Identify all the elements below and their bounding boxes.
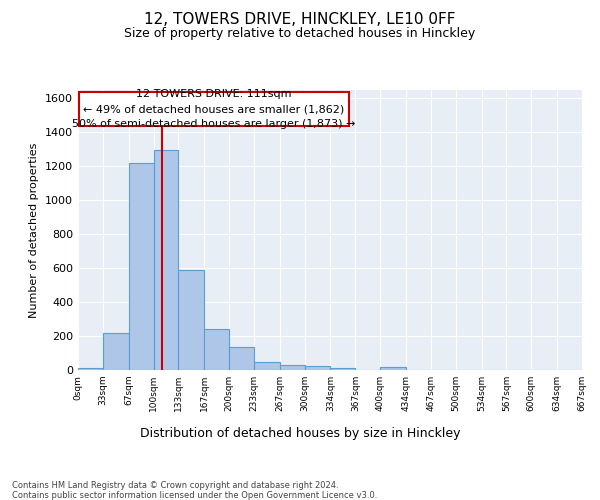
- Bar: [103, 332, 128, 370]
- Text: Size of property relative to detached houses in Hinckley: Size of property relative to detached ho…: [124, 28, 476, 40]
- Text: Distribution of detached houses by size in Hinckley: Distribution of detached houses by size …: [140, 428, 460, 440]
- Text: 12 TOWERS DRIVE: 111sqm
← 49% of detached houses are smaller (1,862)
50% of semi: 12 TOWERS DRIVE: 111sqm ← 49% of detache…: [72, 90, 355, 129]
- Bar: [280, 365, 305, 370]
- Bar: [305, 366, 331, 370]
- Bar: [204, 330, 229, 370]
- Bar: [254, 362, 280, 370]
- Text: 12, TOWERS DRIVE, HINCKLEY, LE10 0FF: 12, TOWERS DRIVE, HINCKLEY, LE10 0FF: [144, 12, 456, 28]
- Y-axis label: Number of detached properties: Number of detached properties: [29, 142, 40, 318]
- Text: Contains HM Land Registry data © Crown copyright and database right 2024.
Contai: Contains HM Land Registry data © Crown c…: [12, 480, 377, 500]
- Bar: [79, 92, 349, 126]
- Bar: [380, 368, 406, 370]
- Bar: [154, 150, 178, 370]
- Bar: [229, 347, 254, 370]
- Bar: [78, 368, 103, 370]
- Bar: [331, 368, 355, 370]
- Bar: [178, 270, 204, 370]
- Bar: [128, 163, 154, 370]
